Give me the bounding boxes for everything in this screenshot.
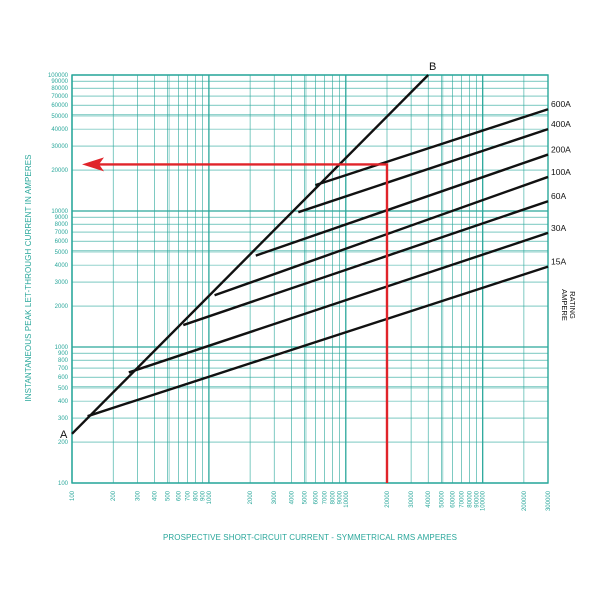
y-tick-label: 9000 — [55, 215, 69, 221]
x-tick-label: 5000 — [303, 490, 309, 504]
x-tick-label: 7000 — [323, 490, 329, 504]
x-tick-label: 100000 — [481, 490, 487, 511]
y-tick-label: 5000 — [55, 250, 69, 256]
example-path-line — [96, 163, 389, 483]
x-tick-label: 60000 — [450, 490, 456, 507]
y-tick-label: 100 — [58, 481, 69, 487]
x-tick-label: 6000 — [313, 490, 319, 504]
x-tick-label: 700 — [186, 490, 192, 501]
point-b-label: B — [429, 61, 436, 73]
curve-label-15a: 15A — [551, 257, 566, 267]
y-tick-label: 700 — [58, 366, 69, 372]
x-tick-label: 50000 — [439, 490, 445, 507]
x-tick-label: 500 — [166, 490, 172, 501]
curve-600a — [315, 108, 549, 187]
y-tick-label: 100000 — [48, 73, 69, 79]
curve-30a — [128, 231, 549, 374]
example-arrow-head — [82, 157, 104, 172]
y-tick-label: 500 — [58, 386, 69, 392]
y-tick-label: 10000 — [51, 209, 68, 215]
y-tick-label: 80000 — [51, 86, 68, 92]
y-tick-label: 2000 — [55, 304, 69, 310]
x-tick-label: 400 — [152, 490, 158, 501]
x-axis-title: PROSPECTIVE SHORT-CIRCUIT CURRENT - SYMM… — [163, 533, 457, 542]
x-tick-label: 200000 — [522, 490, 528, 511]
x-tick-label: 300000 — [546, 490, 552, 511]
curve-label-100a: 100A — [551, 167, 571, 177]
y-tick-label: 20000 — [51, 168, 68, 174]
y-tick-label: 8000 — [55, 222, 69, 228]
y-tick-label: 70000 — [51, 94, 68, 100]
ampere-rating-label-line1: AMPERE — [560, 289, 569, 321]
y-tick-label: 40000 — [51, 127, 68, 133]
y-tick-label: 4000 — [55, 263, 69, 269]
x-tick-label: 200 — [111, 490, 117, 501]
x-tick-label: 100 — [70, 490, 76, 501]
x-tick-label: 800 — [194, 490, 200, 501]
y-tick-label: 50000 — [51, 114, 68, 120]
curve-label-400a: 400A — [551, 119, 571, 129]
point-a-label: A — [60, 429, 68, 441]
y-tick-label: 60000 — [51, 103, 68, 109]
x-tick-label: 20000 — [385, 490, 391, 507]
fuse-curves — [71, 74, 549, 435]
x-tick-label: 900 — [201, 490, 207, 501]
y-tick-label: 6000 — [55, 239, 69, 245]
x-tick-label: 70000 — [459, 490, 465, 507]
y-tick-label: 900 — [58, 351, 69, 357]
curve-60a — [182, 200, 549, 327]
x-tick-label: 90000 — [474, 490, 480, 507]
curve-400a — [297, 127, 549, 214]
y-axis-title: INSTANTANEOUS PEAK LET-THROUGH CURRENT I… — [24, 154, 33, 401]
x-tick-label: 80000 — [467, 490, 473, 507]
x-axis-tick-labels: 100 200 300 400 500 600 700 800 900 1000 2000 3000 4… — [70, 490, 552, 511]
curve-label-200a: 200A — [551, 145, 571, 155]
y-tick-label: 400 — [58, 399, 69, 405]
fuse-curve-labels: 15A 30A 60A 100A 200A 400A 600A — [551, 99, 571, 266]
y-tick-label: 200 — [58, 440, 69, 446]
y-tick-label: 7000 — [55, 230, 69, 236]
curve-15a — [87, 265, 549, 418]
y-tick-label: 3000 — [55, 280, 69, 286]
example-path — [82, 157, 389, 483]
curve-100a — [214, 175, 549, 297]
x-tick-label: 3000 — [272, 490, 278, 504]
x-tick-label: 600 — [177, 490, 183, 501]
y-tick-label: 90000 — [51, 79, 68, 85]
y-tick-label: 800 — [58, 358, 69, 364]
plot-frame — [71, 74, 549, 484]
chart-grid — [71, 74, 549, 484]
curve-label-30a: 30A — [551, 223, 566, 233]
x-tick-label: 30000 — [409, 490, 415, 507]
x-tick-label: 2000 — [248, 490, 254, 504]
y-tick-label: 300 — [58, 416, 69, 422]
x-tick-label: 300 — [135, 490, 141, 501]
reference-line-a-b — [71, 74, 430, 435]
x-tick-label: 40000 — [426, 490, 432, 507]
x-tick-label: 8000 — [331, 490, 337, 504]
ampere-rating-label-line2: RATING — [568, 291, 577, 319]
x-tick-label: 1000 — [207, 490, 213, 504]
curve-200a — [255, 153, 549, 257]
x-tick-label: 10000 — [344, 490, 350, 507]
y-tick-label: 600 — [58, 375, 69, 381]
y-tick-label: 1000 — [55, 345, 69, 351]
x-tick-label: 9000 — [338, 490, 344, 504]
curve-label-60a: 60A — [551, 191, 566, 201]
x-tick-label: 4000 — [289, 490, 295, 504]
curve-label-600a: 600A — [551, 99, 571, 109]
y-tick-label: 30000 — [51, 144, 68, 150]
